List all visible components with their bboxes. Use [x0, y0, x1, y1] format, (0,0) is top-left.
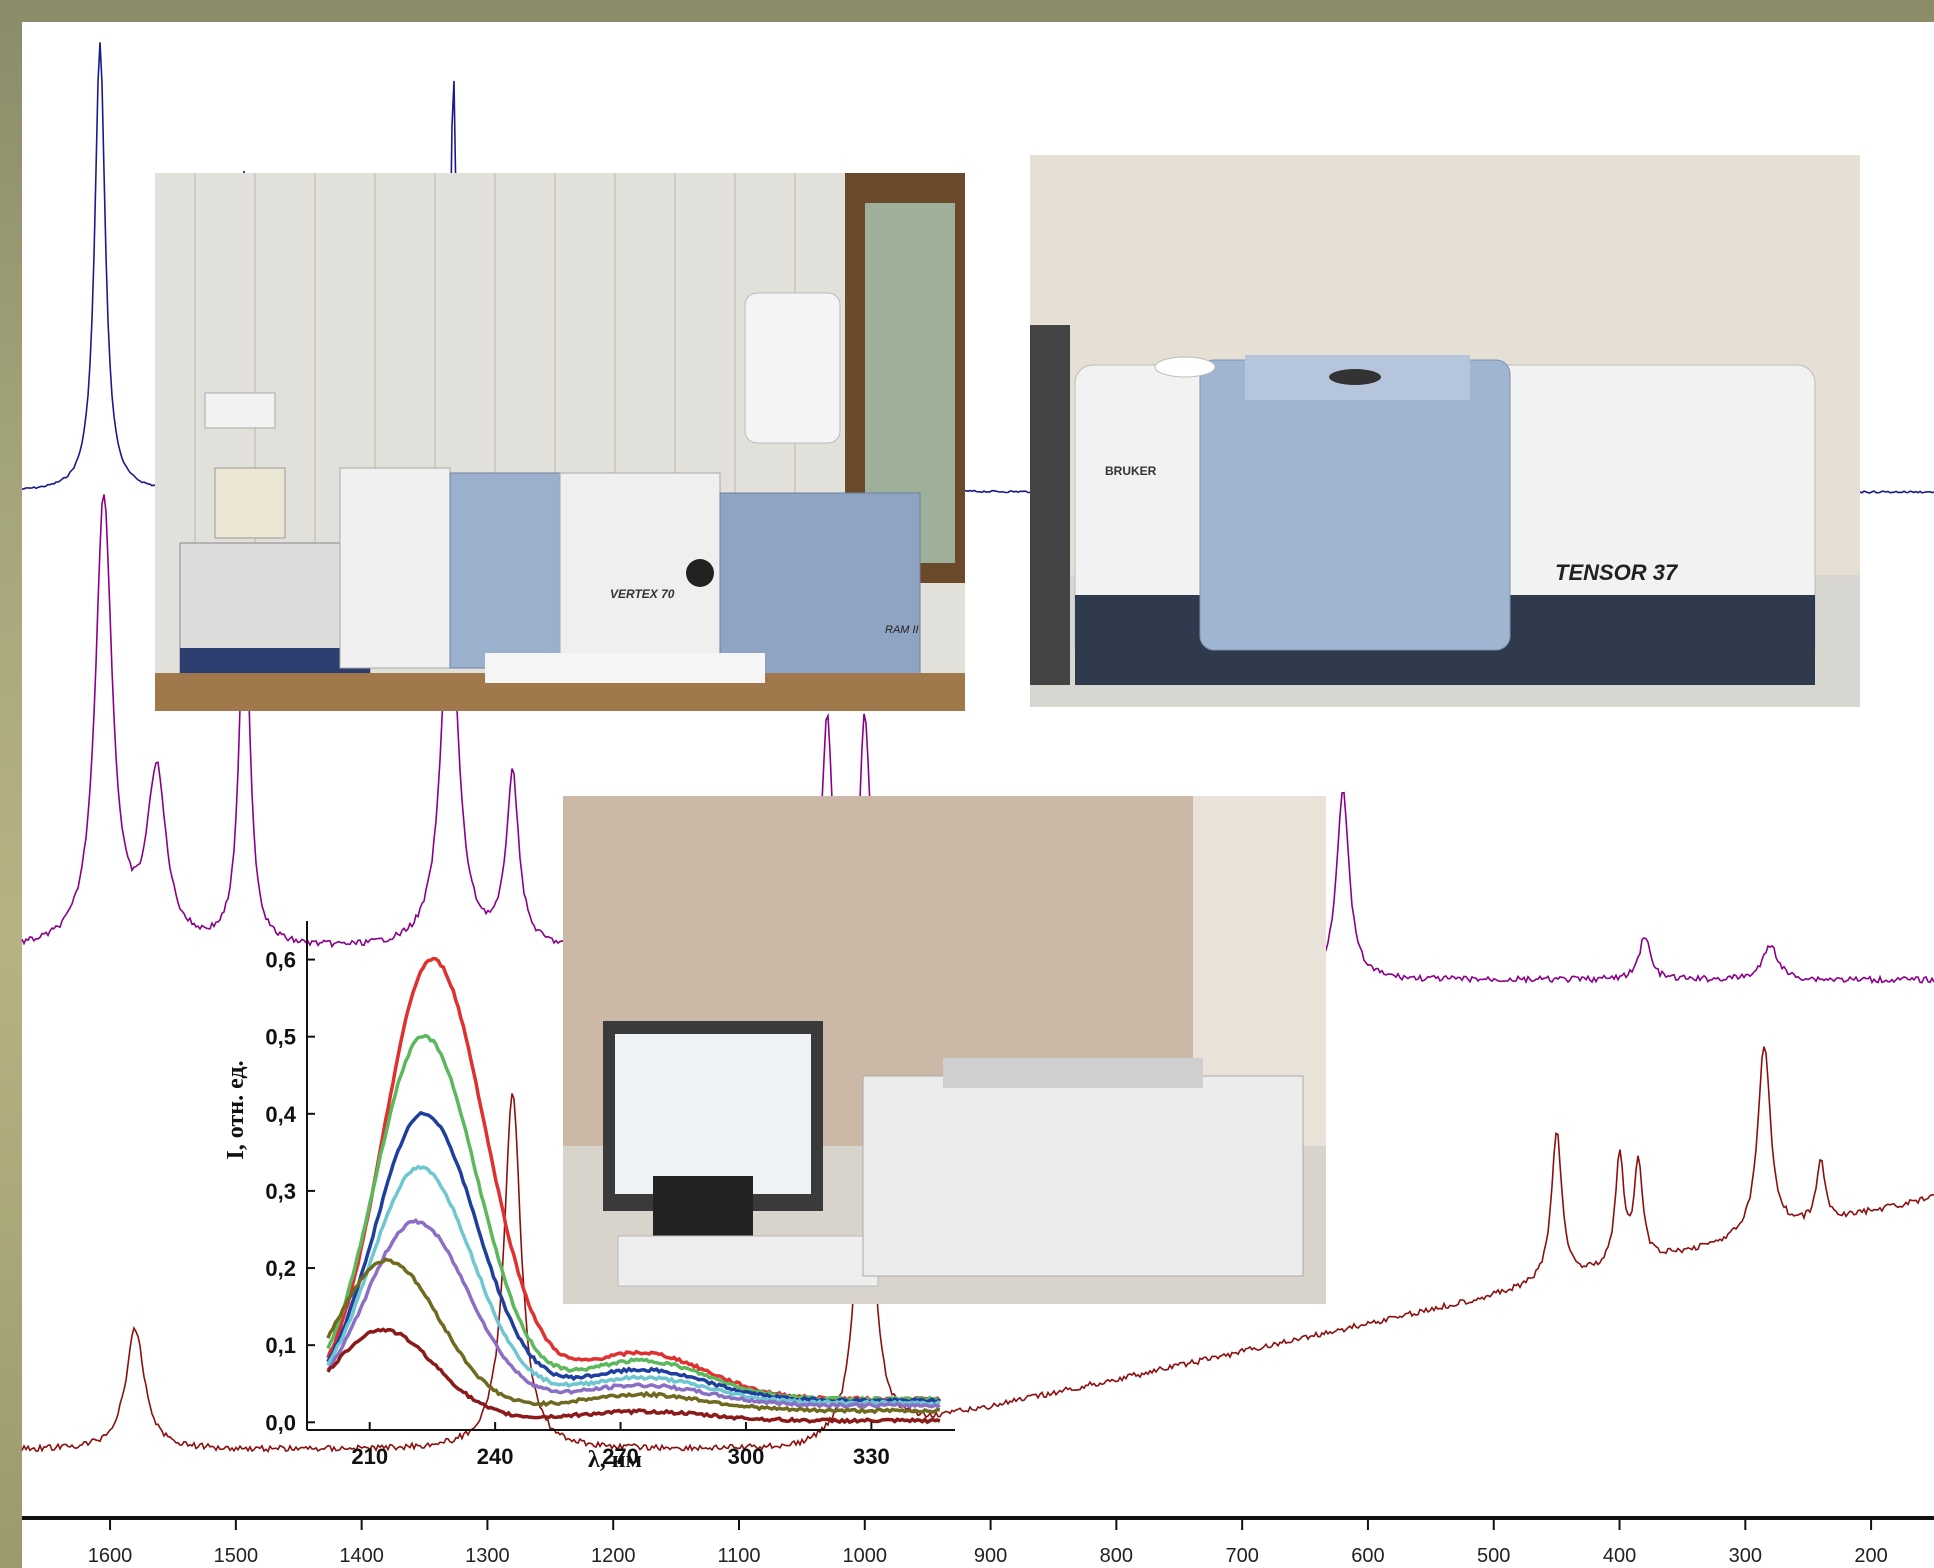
tensor-37-photo: BRUKER TENSOR 37	[1030, 155, 1860, 707]
tensor-model-label: TENSOR 37	[1555, 560, 1679, 585]
bruker-brand-label: BRUKER	[1105, 464, 1157, 478]
raman-x-ticks: 1600 1500 1400 1300 1200 1100 1000 900 800 700 600…	[88, 1518, 1888, 1567]
raman-tick-label: 700	[1225, 1545, 1258, 1567]
raman-tick-label: 1400	[339, 1545, 384, 1567]
ram-module-label: RAM II	[885, 624, 919, 636]
uv-vis-spectrophotometer-photo	[563, 796, 1326, 1304]
vertex-model-label: VERTEX 70	[610, 587, 675, 601]
raman-tick-label: 1300	[465, 1545, 510, 1567]
raman-tick-label: 600	[1351, 1545, 1384, 1567]
raman-tick-label: 1000	[843, 1545, 888, 1567]
raman-tick-label: 500	[1477, 1545, 1510, 1567]
raman-tick-label: 300	[1729, 1545, 1762, 1567]
raman-tick-label: 800	[1100, 1545, 1133, 1567]
raman-tick-label: 900	[974, 1545, 1007, 1567]
raman-tick-label: 1500	[214, 1545, 259, 1567]
raman-series-line	[21, 1046, 1934, 1453]
vertex-70-photo: VERTEX 70 RAM II	[155, 173, 965, 711]
raman-tick-label: 400	[1603, 1545, 1636, 1567]
raman-tick-label: 1200	[591, 1545, 636, 1567]
raman-tick-label: 1600	[88, 1545, 133, 1567]
raman-tick-label: 1100	[717, 1545, 760, 1567]
raman-tick-label: 200	[1854, 1545, 1887, 1567]
